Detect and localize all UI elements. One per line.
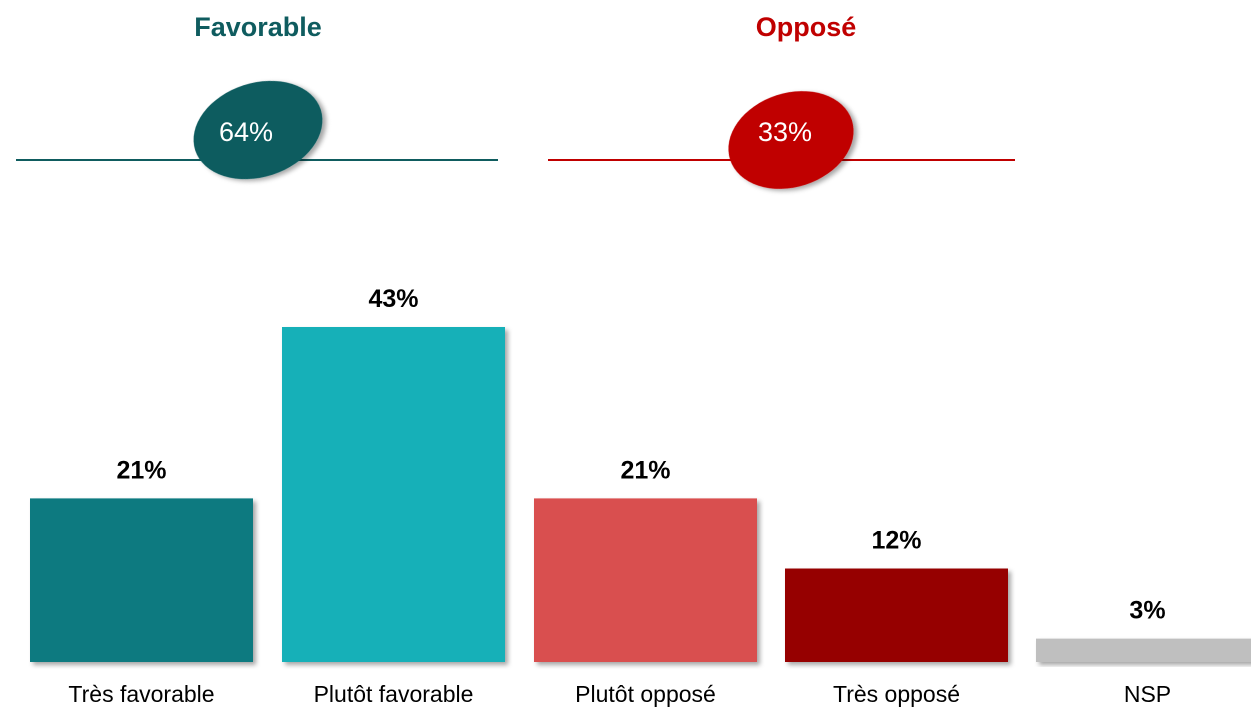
category-label-plutot-oppose: Plutôt opposé — [575, 681, 716, 707]
favorable-group: Favorable 64% — [16, 12, 498, 180]
category-label-tres-oppose: Très opposé — [833, 681, 960, 707]
favorable-title: Favorable — [194, 12, 322, 42]
value-labels: 21% 43% 21% 12% 3% — [116, 285, 1165, 625]
favorable-total-bubble — [193, 80, 323, 180]
value-label-tres-oppose: 12% — [871, 527, 921, 555]
oppose-total-bubble — [728, 91, 854, 189]
favorable-total-label: 64% — [219, 117, 273, 147]
oppose-title: Opposé — [756, 12, 857, 42]
oppose-group: Opposé 33% — [548, 12, 1015, 189]
category-label-nsp: NSP — [1124, 681, 1171, 707]
bar-plutot-oppose — [534, 498, 757, 662]
value-label-plutot-favorable: 43% — [368, 285, 418, 313]
value-label-plutot-oppose: 21% — [620, 456, 670, 484]
bar-tres-oppose — [785, 568, 1008, 662]
category-label-tres-favorable: Très favorable — [68, 681, 214, 707]
bar-plutot-favorable — [282, 327, 505, 662]
value-label-tres-favorable: 21% — [116, 456, 166, 484]
category-label-plutot-favorable: Plutôt favorable — [314, 681, 474, 707]
bar-tres-favorable — [30, 498, 253, 662]
bars — [30, 327, 1251, 662]
bar-nsp — [1036, 638, 1251, 662]
value-label-nsp: 3% — [1129, 597, 1165, 625]
category-labels: Très favorable Plutôt favorable Plutôt opp… — [68, 681, 1171, 707]
oppose-total-label: 33% — [758, 117, 812, 147]
